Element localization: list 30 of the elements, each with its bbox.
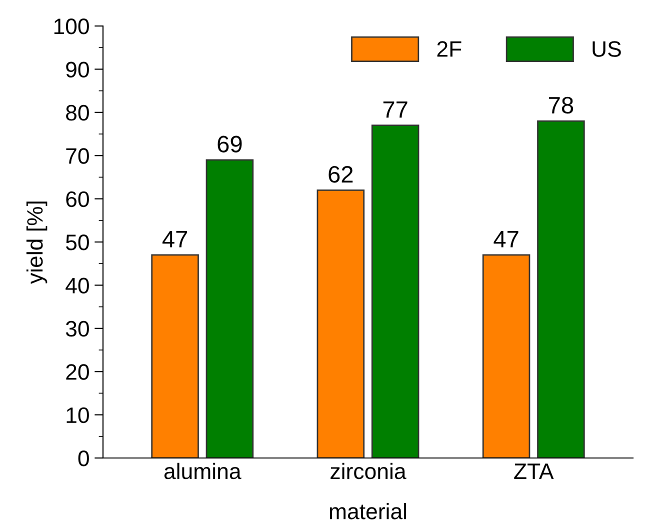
x-tick-label: alumina bbox=[164, 462, 242, 480]
y-tick-label: 60 bbox=[66, 191, 89, 208]
bar bbox=[537, 120, 585, 458]
bar bbox=[482, 254, 530, 458]
x-tick-label: ZTA bbox=[514, 464, 554, 479]
data-label: 47 bbox=[494, 231, 518, 248]
y-tick-label: 40 bbox=[66, 278, 89, 294]
bar bbox=[151, 254, 199, 458]
y-tick-label: 20 bbox=[66, 364, 89, 380]
data-label: 47 bbox=[162, 231, 187, 248]
y-tick-label: 100 bbox=[54, 18, 89, 34]
legend-label: 2F bbox=[437, 41, 462, 57]
bar bbox=[206, 159, 254, 458]
y-tick-label: 30 bbox=[66, 320, 89, 337]
y-tick-label: 80 bbox=[66, 104, 89, 121]
y-tick-label: 50 bbox=[66, 234, 89, 250]
legend-label: US bbox=[592, 41, 621, 57]
bar bbox=[371, 124, 420, 458]
y-tick-label: 10 bbox=[66, 407, 89, 424]
bar bbox=[316, 189, 365, 458]
data-label: 78 bbox=[549, 96, 574, 114]
y-tick-label: 0 bbox=[78, 450, 89, 466]
y-axis-title: yield [%] bbox=[26, 202, 48, 284]
y-tick-label: 70 bbox=[66, 148, 89, 164]
data-label: 62 bbox=[328, 166, 353, 183]
y-tick-label: 90 bbox=[66, 62, 89, 78]
data-label: 77 bbox=[383, 101, 408, 118]
x-axis-title: material bbox=[330, 503, 406, 520]
x-tick-label: zirconia bbox=[330, 462, 406, 480]
data-label: 69 bbox=[218, 136, 242, 152]
